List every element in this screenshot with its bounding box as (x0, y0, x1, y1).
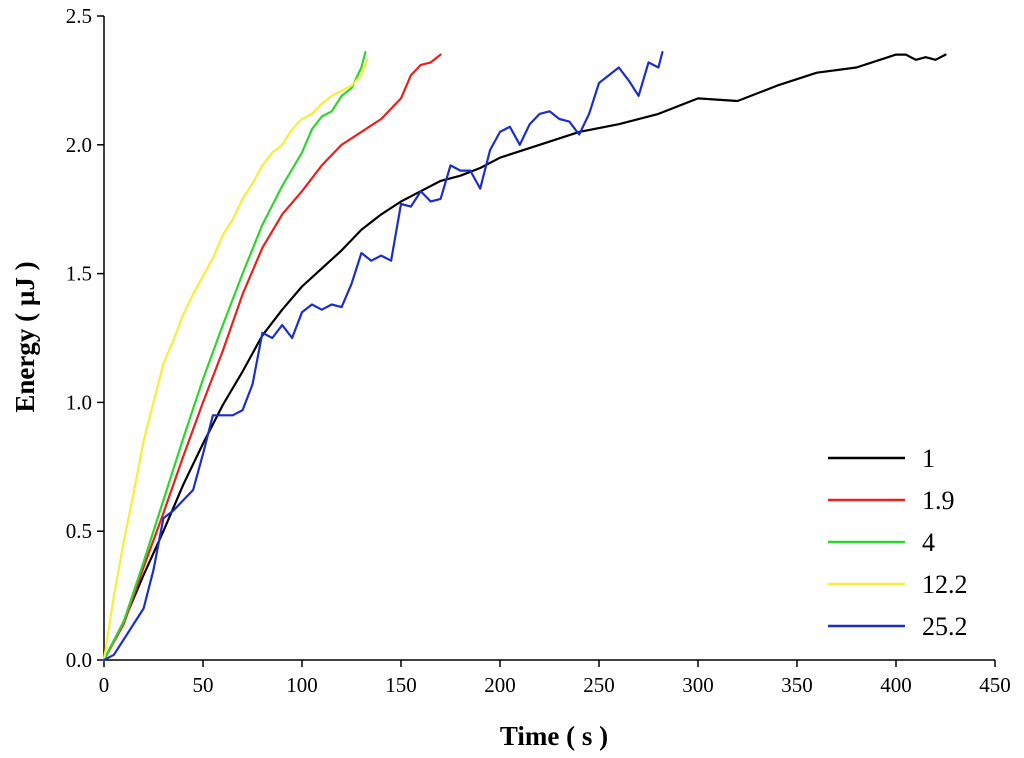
y-tick-label: 2.5 (66, 4, 92, 28)
x-tick-label: 300 (682, 673, 714, 697)
axes (103, 16, 995, 661)
series-lines (102, 50, 947, 662)
legend-label-1-9: 1.9 (922, 486, 955, 515)
x-tick-label: 350 (781, 673, 813, 697)
x-tick-label: 100 (286, 673, 318, 697)
x-tick-label: 50 (193, 673, 214, 697)
x-axis-title: Time ( s ) (500, 721, 608, 751)
legend: 1 1.9 4 12.2 25.2 (828, 444, 968, 641)
y-tick-label: 1.5 (66, 262, 92, 286)
x-tick-label: 250 (583, 673, 615, 697)
series-line-25-2 (102, 50, 664, 662)
x-ticks: 0 50 100 150 200 250 300 350 400 450 (99, 660, 1011, 697)
y-tick-label: 1.0 (66, 390, 92, 414)
series-line-4 (102, 50, 367, 662)
legend-label-4: 4 (922, 528, 935, 557)
series-line-1 (102, 53, 947, 662)
legend-label-12-2: 12.2 (922, 570, 968, 599)
x-tick-label: 150 (385, 673, 417, 697)
y-axis-title: Energy ( µJ ) (10, 261, 40, 412)
series-line-1-9 (102, 53, 442, 662)
y-ticks: 0.0 0.5 1.0 1.5 2.0 2.5 (66, 4, 104, 672)
y-tick-label: 0.0 (66, 648, 92, 672)
legend-label-25-2: 25.2 (922, 612, 968, 641)
x-tick-label: 0 (99, 673, 110, 697)
series-line-12-2 (102, 58, 369, 662)
legend-label-1: 1 (922, 444, 935, 473)
y-tick-label: 0.5 (66, 519, 92, 543)
x-tick-label: 200 (484, 673, 516, 697)
x-tick-label: 450 (979, 673, 1011, 697)
x-tick-label: 400 (880, 673, 912, 697)
y-tick-label: 2.0 (66, 133, 92, 157)
